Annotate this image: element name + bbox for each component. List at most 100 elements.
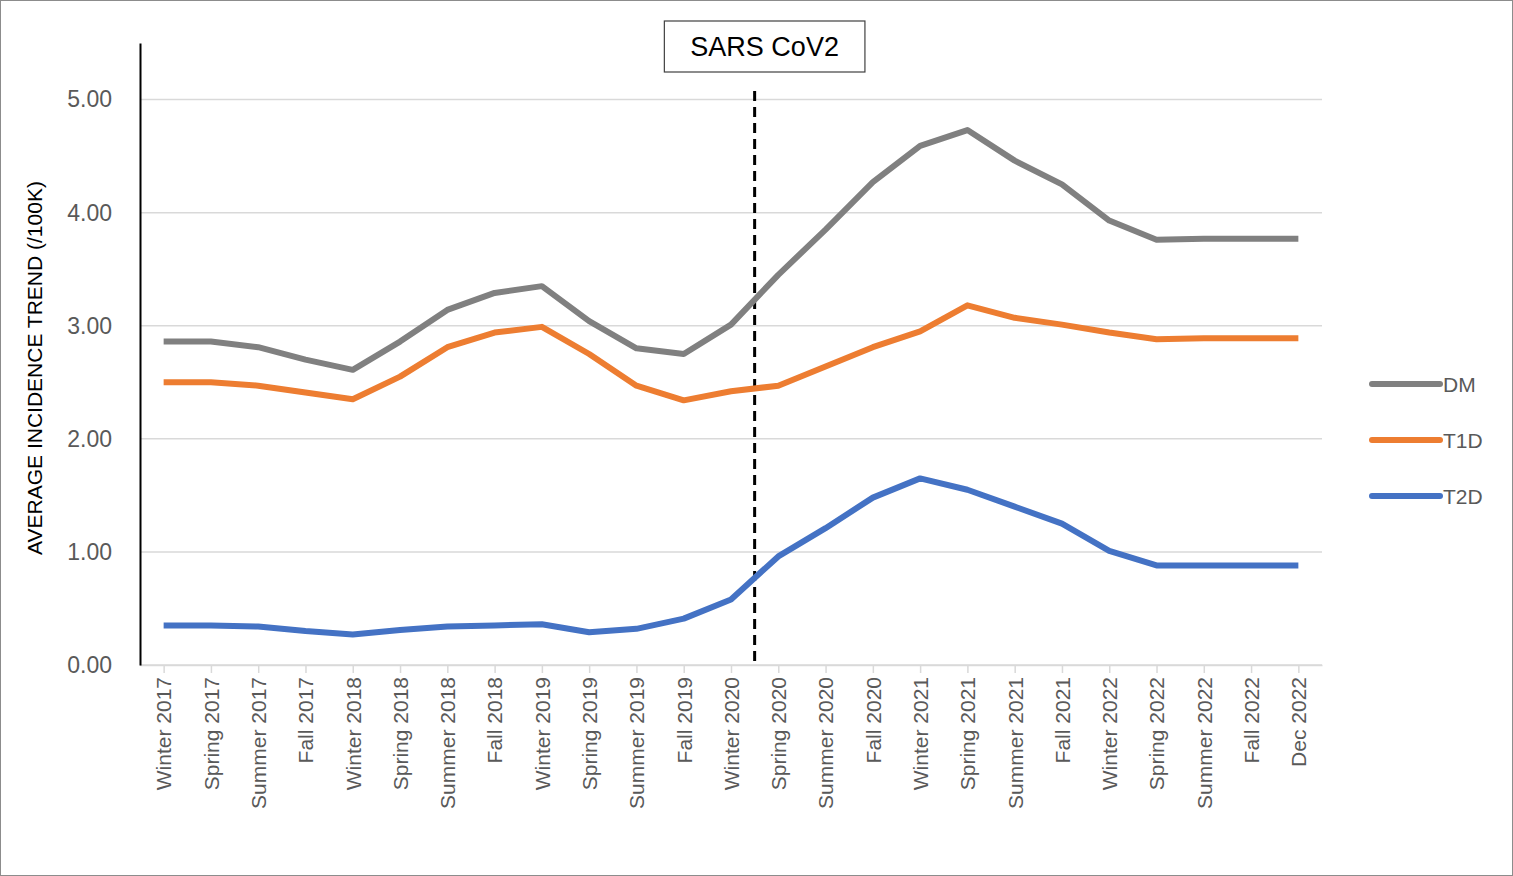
x-tick-label: Winter 2018: [342, 677, 365, 790]
x-tick-label: Summer 2018: [436, 677, 459, 809]
x-tick: Winter 2021: [909, 665, 932, 790]
y-tick: 2.00: [67, 426, 140, 452]
x-tick-mark: [542, 665, 544, 673]
y-tick-label: 5.00: [67, 86, 112, 112]
x-tick-label: Spring 2017: [200, 677, 223, 790]
y-tick-label: 4.00: [67, 199, 112, 225]
x-tick-mark: [1109, 665, 1111, 673]
x-tick-label: Winter 2022: [1098, 677, 1121, 790]
y-tick: 5.00: [67, 86, 140, 112]
y-tick: 0.00: [67, 652, 140, 678]
x-tick-label: Summer 2019: [625, 677, 648, 809]
x-tick: Winter 2022: [1098, 665, 1121, 790]
frame: [1, 1, 1513, 876]
x-tick-label: Fall 2017: [294, 677, 317, 763]
x-tick: Spring 2022: [1145, 665, 1168, 790]
x-tick-label: Fall 2018: [483, 677, 506, 763]
x-tick-mark: [825, 665, 827, 673]
x-tick-mark: [400, 665, 402, 673]
legend: DMT1DT2D: [1372, 373, 1483, 508]
x-tick-label: Spring 2021: [956, 677, 979, 790]
x-tick-mark: [920, 665, 922, 673]
legend-swatch: [1372, 381, 1440, 387]
x-tick-label: Fall 2022: [1240, 677, 1263, 763]
x-tick: Winter 2018: [342, 665, 365, 790]
y-tick-label: 1.00: [67, 539, 112, 565]
x-tick-mark: [258, 665, 260, 673]
x-tick-label: Summer 2017: [247, 677, 270, 809]
x-tick-mark: [1062, 665, 1064, 673]
x-tick: Summer 2022: [1193, 665, 1216, 809]
x-axis: Winter 2017 Spring 2017 Summer 2017 Fall 20…: [141, 665, 1323, 809]
x-tick-mark: [1014, 665, 1016, 673]
x-tick-label: Summer 2020: [814, 677, 837, 809]
x-tick-mark: [494, 665, 496, 673]
x-tick: Fall 2020: [862, 665, 885, 763]
x-tick: Fall 2018: [483, 665, 506, 763]
x-tick-label: Spring 2018: [389, 677, 412, 790]
x-tick-label: Winter 2021: [909, 677, 932, 790]
x-tick: Summer 2020: [814, 665, 837, 809]
annotation-box: [664, 21, 865, 72]
y-axis-title: AVERAGE INCIDENCE TREND (/100K): [23, 181, 46, 555]
x-tick-label: Spring 2019: [578, 677, 601, 790]
y-tick-label: 3.00: [67, 313, 112, 339]
legend-swatch: [1372, 437, 1440, 443]
x-tick-mark: [1251, 665, 1253, 673]
y-tick: 3.00: [67, 313, 140, 339]
x-tick-mark: [873, 665, 875, 673]
x-tick-label: Spring 2022: [1145, 677, 1168, 790]
x-tick-label: Winter 2017: [152, 677, 175, 790]
x-tick: Winter 2017: [152, 665, 175, 790]
x-tick-mark: [353, 665, 355, 673]
legend-label: T2D: [1443, 485, 1483, 508]
x-tick: Winter 2020: [720, 665, 743, 790]
y-axis-line: [140, 44, 142, 666]
x-tick-mark: [731, 665, 733, 673]
x-tick-mark: [305, 665, 307, 673]
x-tick: Fall 2021: [1051, 665, 1074, 763]
y-tick-label: 0.00: [67, 652, 112, 678]
x-tick: Summer 2018: [436, 665, 459, 809]
y-tick: 1.00: [67, 539, 140, 565]
grid-line: [140, 551, 1322, 553]
x-tick-label: Winter 2020: [720, 677, 743, 790]
x-tick-mark: [636, 665, 638, 673]
series-line: [164, 478, 1299, 634]
x-tick: Fall 2022: [1240, 665, 1263, 763]
x-tick-mark: [1298, 665, 1300, 673]
x-tick-label: Spring 2020: [767, 677, 790, 790]
x-tick: Spring 2017: [200, 665, 223, 790]
x-tick-label: Fall 2019: [673, 677, 696, 763]
grid-line: [140, 212, 1322, 214]
x-tick-label: Summer 2022: [1193, 677, 1216, 809]
series-line: [164, 305, 1299, 400]
annotation-text: SARS CoV2: [690, 32, 839, 62]
plot-area: [164, 91, 1299, 665]
x-tick-label: Summer 2021: [1004, 677, 1027, 809]
legend-label: DM: [1443, 373, 1476, 396]
x-tick: Dec 2022: [1287, 665, 1310, 767]
chart: Winter 2017 Spring 2017 Summer 2017 Fall 20…: [0, 0, 1513, 876]
x-tick-label: Dec 2022: [1287, 677, 1310, 767]
grid-line: [140, 438, 1322, 440]
x-tick-mark: [778, 665, 780, 673]
x-tick: Fall 2019: [673, 665, 696, 763]
x-tick: Spring 2020: [767, 665, 790, 790]
y-axis: 0.00 1.00 2.00 3.00 4.00 5.00: [67, 44, 140, 678]
x-tick: Spring 2018: [389, 665, 412, 790]
y-tick: 4.00: [67, 199, 140, 225]
x-tick-mark: [211, 665, 213, 673]
x-tick-mark: [589, 665, 591, 673]
x-tick-label: Fall 2021: [1051, 677, 1074, 763]
x-tick: Spring 2019: [578, 665, 601, 790]
x-tick-mark: [967, 665, 969, 673]
x-tick-label: Fall 2020: [862, 677, 885, 763]
legend-swatch: [1372, 493, 1440, 499]
x-tick: Spring 2021: [956, 665, 979, 790]
x-tick: Winter 2019: [531, 665, 554, 790]
x-tick-label: Winter 2019: [531, 677, 554, 790]
annotation: SARS CoV2: [664, 21, 865, 72]
x-tick: Summer 2017: [247, 665, 270, 809]
grid: [140, 100, 1322, 665]
